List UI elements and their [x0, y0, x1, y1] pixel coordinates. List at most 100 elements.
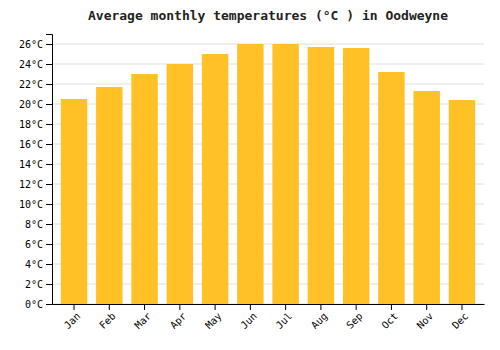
y-tick-label: 16°C — [19, 139, 43, 150]
y-tick-mark — [46, 44, 52, 45]
bar — [61, 99, 87, 304]
x-tick-label: May — [203, 310, 224, 331]
y-tick-mark — [46, 104, 52, 105]
x-tick: Sep — [344, 304, 365, 331]
x-tick: Feb — [97, 304, 118, 331]
bar — [237, 44, 263, 304]
y-tick: 2°C — [25, 279, 52, 290]
x-tick-mark — [391, 304, 392, 310]
y-tick-mark — [46, 84, 52, 85]
y-tick-mark — [46, 124, 52, 125]
x-tick-mark — [356, 304, 357, 310]
x-tick: Apr — [168, 304, 189, 331]
bar — [413, 91, 439, 304]
y-tick: 16°C — [19, 139, 52, 150]
grid-line — [52, 44, 484, 45]
y-tick: 22°C — [19, 79, 52, 90]
y-tick: 10°C — [19, 199, 52, 210]
y-tick: 26°C — [19, 39, 52, 50]
grid-line — [52, 84, 484, 85]
y-tick: 4°C — [25, 259, 52, 270]
bar — [378, 72, 404, 304]
bar — [272, 44, 298, 304]
y-tick-label: 24°C — [19, 59, 43, 70]
y-tick-mark — [46, 224, 52, 225]
grid-line — [52, 64, 484, 65]
grid — [52, 44, 484, 304]
bar — [167, 64, 193, 304]
title: Average monthly temperatures (°C ) in Oo… — [88, 8, 448, 23]
x-tick-label: Jan — [62, 310, 83, 331]
y-tick-mark — [46, 284, 52, 285]
x-tick-label: Jun — [238, 310, 259, 331]
y-tick-label: 2°C — [25, 279, 43, 290]
x-tick: Mar — [133, 304, 154, 331]
y-tick-label: 0°C — [25, 299, 43, 310]
y-tick-label: 26°C — [19, 39, 43, 50]
bar — [343, 48, 369, 304]
x-tick-mark — [250, 304, 251, 310]
x-tick: Jun — [238, 304, 259, 331]
y-tick-label: 4°C — [25, 259, 43, 270]
y-tick-mark — [46, 304, 52, 305]
y-tick-label: 10°C — [19, 199, 43, 210]
y-tick-label: 6°C — [25, 239, 43, 250]
x-tick-label: Sep — [344, 310, 365, 331]
x-tick-mark — [215, 304, 216, 310]
y-tick-label: 18°C — [19, 119, 43, 130]
y-tick-mark — [46, 64, 52, 65]
x-tick: May — [203, 304, 224, 331]
x-tick-mark — [74, 304, 75, 310]
x-tick-mark — [179, 304, 180, 310]
x-axis-line — [53, 304, 485, 305]
y-tick-mark — [46, 164, 52, 165]
x-tick-label: Jul — [274, 310, 295, 331]
y-tick-mark — [46, 144, 52, 145]
y-tick: 14°C — [19, 159, 52, 170]
bar — [96, 87, 122, 304]
y-tick-mark — [46, 204, 52, 205]
y-tick-label: 22°C — [19, 79, 43, 90]
x-tick-mark — [426, 304, 427, 310]
plot-area: 0°C 2°C 4°C 6°C 8°C 10°C 12°C 14°C 16°C 18°C 20°C 2… — [19, 35, 485, 331]
x-tick-mark — [144, 304, 145, 310]
x-tick-label: Nov — [415, 310, 436, 331]
bar — [131, 74, 157, 304]
chart: 0°C 2°C 4°C 6°C 8°C 10°C 12°C 14°C 16°C 18°C 20°C 2… — [0, 0, 500, 350]
y-tick: 6°C — [25, 239, 52, 250]
x-tick-label: Aug — [309, 310, 330, 331]
y-tick-mark — [46, 264, 52, 265]
y-tick-label: 8°C — [25, 219, 43, 230]
x-axis: Jan Feb Mar Apr May Jun Jul Aug Sep Oct Nov Dec — [53, 304, 485, 331]
x-tick-label: Apr — [168, 310, 189, 331]
y-tick: 12°C — [19, 179, 52, 190]
x-tick-mark — [109, 304, 110, 310]
x-tick-label: Dec — [450, 310, 471, 331]
x-tick-mark — [285, 304, 286, 310]
x-tick-label: Mar — [133, 310, 154, 331]
y-tick-mark — [46, 244, 52, 245]
y-tick: 0°C — [25, 299, 52, 310]
bar — [202, 54, 228, 304]
bars — [61, 44, 475, 304]
bar — [308, 47, 334, 304]
y-tick: 8°C — [25, 219, 52, 230]
y-tick-label: 12°C — [19, 179, 43, 190]
y-axis: 0°C 2°C 4°C 6°C 8°C 10°C 12°C 14°C 16°C 18°C 20°C 2… — [19, 35, 53, 310]
y-tick-label: 20°C — [19, 99, 43, 110]
y-tick-mark — [46, 184, 52, 185]
y-tick: 20°C — [19, 99, 52, 110]
x-tick-mark — [461, 304, 462, 310]
y-tick: 18°C — [19, 119, 52, 130]
bar — [449, 100, 475, 304]
y-tick-label: 14°C — [19, 159, 43, 170]
y-axis-line — [46, 35, 53, 305]
x-tick-label: Oct — [379, 310, 400, 331]
x-tick-mark — [320, 304, 321, 310]
x-tick-label: Feb — [97, 310, 118, 331]
y-tick: 24°C — [19, 59, 52, 70]
x-tick: Aug — [309, 304, 330, 331]
x-tick: Dec — [450, 304, 471, 331]
x-tick: Jan — [62, 304, 83, 331]
x-tick: Jul — [274, 304, 295, 331]
